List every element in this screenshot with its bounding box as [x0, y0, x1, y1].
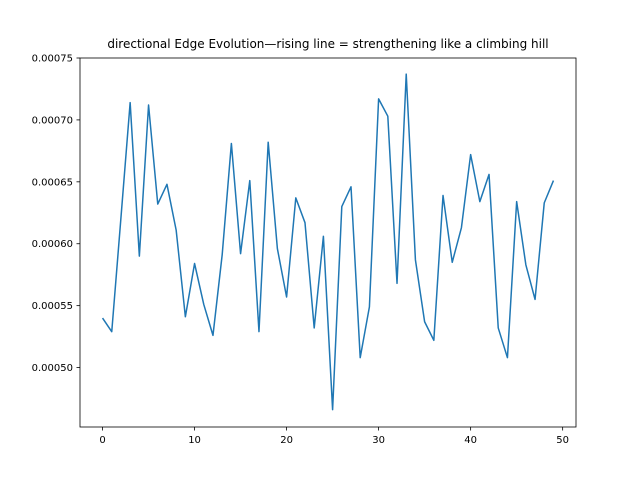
chart-title: directional Edge Evolution—rising line =… [107, 37, 548, 51]
x-tick-label: 40 [464, 435, 477, 446]
x-tick-label: 0 [99, 435, 105, 446]
y-tick-label: 0.00060 [32, 239, 73, 250]
x-tick-label: 20 [280, 435, 293, 446]
y-tick-label: 0.00075 [32, 54, 73, 65]
axes-frame [79, 57, 577, 428]
x-axis: 0 10 20 30 40 50 [99, 427, 569, 446]
y-tick-label: 0.00070 [32, 115, 73, 126]
series-line-0 [101, 73, 555, 411]
x-tick-label: 30 [372, 435, 385, 446]
y-tick-label: 0.00055 [32, 301, 73, 312]
x-tick-label: 50 [556, 435, 569, 446]
y-axis: 0.00050 0.00055 0.00060 0.00065 0.00070 0.000… [32, 54, 80, 374]
y-tick-label: 0.00065 [32, 177, 73, 188]
x-tick-label: 10 [188, 435, 201, 446]
plot-area [101, 73, 555, 411]
y-tick-label: 0.00050 [32, 363, 73, 374]
